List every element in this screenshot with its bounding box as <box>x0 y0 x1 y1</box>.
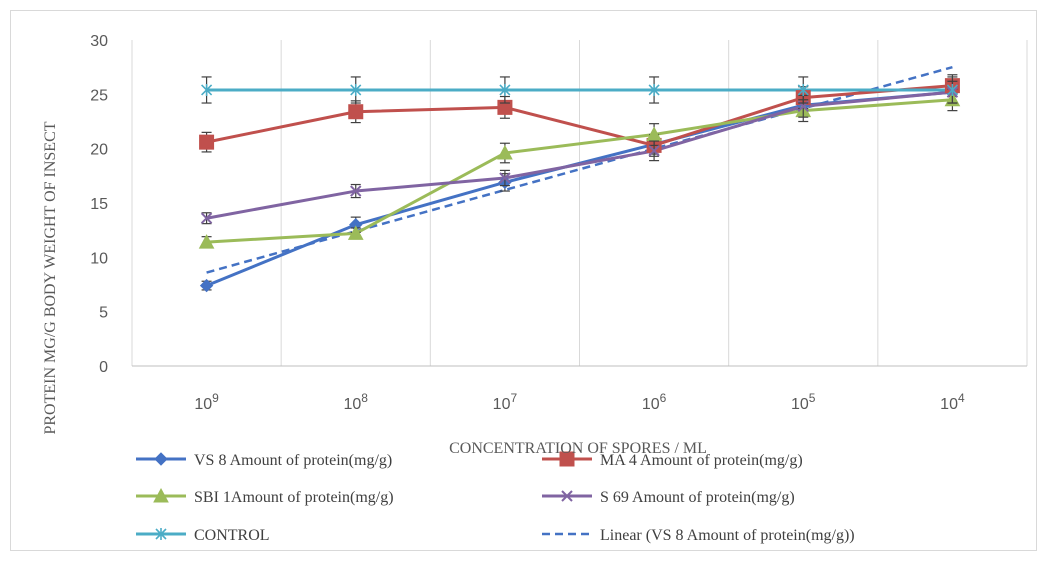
data-point-stroke <box>648 145 660 157</box>
y-tick-label: 15 <box>90 196 108 213</box>
y-tick-label: 0 <box>99 359 108 376</box>
y-tick-label: 5 <box>99 305 108 322</box>
y-tick-label: 30 <box>90 33 108 50</box>
y-tick-label: 10 <box>90 250 108 267</box>
legend-item: SBI 1Amount of protein(mg/g) <box>136 487 394 506</box>
legend-item: S 69 Amount of protein(mg/g) <box>542 489 795 506</box>
legend-label: S 69 Amount of protein(mg/g) <box>600 489 795 506</box>
data-point <box>347 225 364 240</box>
data-point <box>199 134 215 150</box>
tick-labels: 0 5 10 15 20 25 30 109 108 107 106 105 104 <box>90 33 965 413</box>
x-tick-label: 104 <box>940 391 965 413</box>
x-tick-label: 108 <box>344 391 369 413</box>
legend-item: MA 4 Amount of protein(mg/g) <box>542 451 803 469</box>
data-point <box>497 144 513 160</box>
y-axis-title: PROTEIN MG/G BODY WEIGHT OF INSECT <box>42 121 59 434</box>
data-point-stroke <box>350 185 362 197</box>
y-tick-label: 20 <box>90 142 108 159</box>
legend-label: VS 8 Amount of protein(mg/g) <box>194 452 392 469</box>
data-point <box>200 212 213 224</box>
legend-marker-stroke <box>561 490 573 502</box>
x-tick-label: 107 <box>493 391 518 413</box>
data-point-stroke <box>499 172 511 184</box>
data-point <box>350 185 362 197</box>
data-point <box>499 83 511 96</box>
data-point <box>797 83 809 96</box>
data-point <box>499 172 511 184</box>
y-tick-label: 25 <box>90 87 108 104</box>
legend-item: VS 8 Amount of protein(mg/g) <box>136 452 392 469</box>
legend-label: CONTROL <box>194 527 270 544</box>
data-point <box>946 83 958 96</box>
x-tick-label: 106 <box>642 391 667 413</box>
legend: VS 8 Amount of protein(mg/g) MA 4 Amount … <box>136 451 855 544</box>
data-point <box>199 278 214 293</box>
data-point-stroke <box>200 212 213 224</box>
legend-marker <box>153 487 169 503</box>
data-point <box>350 83 362 96</box>
data-point <box>348 104 364 120</box>
series-line <box>206 84 953 147</box>
series-line <box>206 90 953 220</box>
legend-label: SBI 1Amount of protein(mg/g) <box>194 489 394 506</box>
x-tick-label: 105 <box>791 391 816 413</box>
legend-marker <box>561 490 573 502</box>
legend-label: Linear (VS 8 Amount of protein(mg/g)) <box>600 527 855 544</box>
legend-marker <box>154 452 168 466</box>
x-axis-title: CONCENTRATION OF SPORES / ML <box>449 440 707 457</box>
series-line <box>206 98 953 244</box>
series-lines <box>206 65 953 287</box>
x-tick-label: 109 <box>194 391 219 413</box>
data-point <box>648 145 660 157</box>
legend-label: MA 4 Amount of protein(mg/g) <box>600 452 803 469</box>
data-point <box>198 234 215 249</box>
legend-marker <box>155 528 167 540</box>
gridlines <box>280 40 1028 366</box>
legend-item: CONTROL <box>136 527 270 544</box>
axes <box>131 40 1027 367</box>
series-markers <box>198 74 961 293</box>
legend-item: Linear (VS 8 Amount of protein(mg/g)) <box>542 527 855 544</box>
chart-border <box>10 10 1037 551</box>
legend-marker <box>559 451 575 467</box>
data-point <box>648 83 660 96</box>
data-point <box>201 83 213 96</box>
